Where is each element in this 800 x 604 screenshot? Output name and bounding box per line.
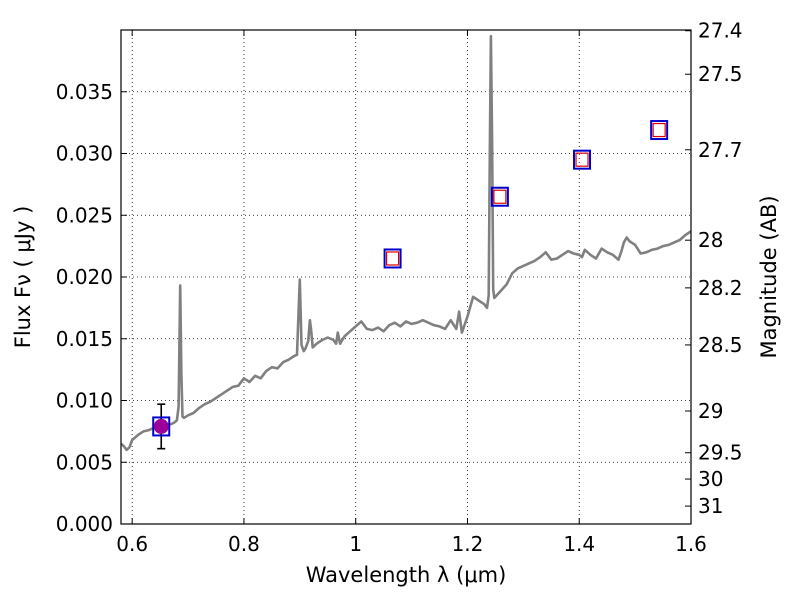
x-axis-ticks: 0.6 0.8 1 1.2 1.4 1.6 — [116, 30, 707, 556]
photometry-point-outer — [490, 186, 509, 207]
measurement-marker — [153, 418, 169, 434]
y-axis-label: Flux Fν ( μJy ) — [11, 206, 35, 349]
grid-lines — [121, 30, 691, 524]
y-tick-label: 0.015 — [56, 327, 113, 351]
photometry-point-outer — [650, 120, 669, 141]
measurement-point — [152, 403, 171, 450]
y2-tick-label: 27.5 — [698, 62, 743, 86]
photometry-point-inner — [385, 251, 400, 266]
y2-tick-label: 30 — [698, 467, 723, 491]
spectrum-line — [121, 34, 691, 452]
x-tick-label: 0.8 — [228, 532, 260, 556]
y-tick-label: 0.000 — [56, 512, 113, 536]
y2-tick-label: 29 — [698, 399, 723, 423]
x-tick-label: 0.6 — [116, 532, 148, 556]
y-tick-label: 0.030 — [56, 142, 113, 166]
x-tick-label: 1.4 — [563, 532, 595, 556]
x-tick-label: 1 — [349, 532, 362, 556]
y2-axis-ticks: 27.4 27.5 27.7 28 28.2 28.5 29 29.530 31 — [685, 19, 743, 518]
y-tick-label: 0.020 — [56, 265, 113, 289]
y-tick-label: 0.025 — [56, 203, 113, 227]
photometry-point-inner — [652, 122, 666, 138]
y-tick-label: 0.005 — [56, 450, 113, 474]
y2-axis-label: Magnitude (AB) — [757, 195, 781, 358]
measurement-square — [152, 416, 171, 437]
y2-tick-label: 28.2 — [698, 276, 743, 300]
y-tick-label: 0.035 — [56, 80, 113, 104]
x-axis-label: Wavelength λ (μm) — [306, 563, 507, 587]
y-axis-ticks: 0.000 0.005 0.010 0.015 0.020 0.025 0.030 0.035 — [56, 80, 127, 536]
y2-tick-label: 27.7 — [698, 138, 743, 162]
x-tick-label: 1.2 — [452, 532, 484, 556]
y2-tick-label: 29.5 — [698, 441, 743, 465]
y2-tick-label: 28 — [698, 228, 723, 252]
photometry-points — [383, 120, 669, 269]
photometry-point-outer — [573, 149, 592, 170]
y2-tick-label: 31 — [698, 494, 723, 518]
photometry-point-inner — [493, 189, 507, 204]
y-tick-label: 0.010 — [56, 389, 113, 413]
x-tick-label: 1.6 — [675, 532, 707, 556]
photometry-point-outer — [383, 248, 402, 269]
y2-tick-label: 27.4 — [698, 19, 743, 43]
photometry-point-inner — [575, 152, 589, 167]
y2-tick-label: 28.5 — [698, 333, 743, 357]
